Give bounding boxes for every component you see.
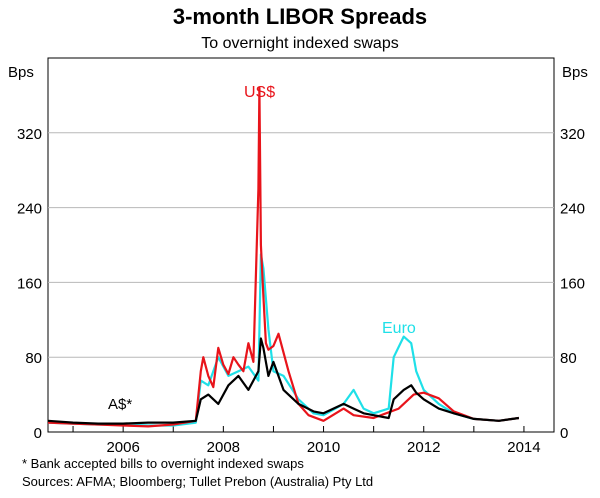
x-tick-label-2006: 2006 [106, 439, 139, 456]
y-tick-label-left: 0 [34, 425, 42, 442]
y-tick-label-left: 240 [17, 201, 42, 218]
series-line-a [47, 337, 520, 425]
annotation-aud: A$* [108, 396, 132, 413]
annotation-usd: US$ [244, 84, 275, 101]
x-tick-label-2012: 2012 [407, 439, 440, 456]
x-axis: 2006 2008 2010 2012 2014 [72, 426, 541, 456]
sources-note: Sources: AFMA; Bloomberg; Tullet Prebon … [22, 474, 374, 489]
x-tick-label-2014: 2014 [507, 439, 540, 456]
series-line-euro [47, 253, 520, 427]
y-tick-label-left: 320 [17, 126, 42, 143]
y-tick-label-right: 160 [560, 275, 585, 292]
y-tick-label-right: 320 [560, 126, 585, 143]
gridlines [48, 132, 554, 358]
y-tick-label-right: 0 [560, 425, 568, 442]
x-tick-label-2010: 2010 [307, 439, 340, 456]
plot-frame [47, 57, 555, 433]
y-tick-label-right: 240 [560, 201, 585, 218]
series-line-us [47, 86, 520, 428]
y-axis-right: 0 80 160 240 320 [560, 126, 585, 442]
y-axis-label-right: Bps [562, 64, 588, 81]
y-axis-label-left: Bps [8, 64, 34, 81]
y-tick-label-left: 80 [25, 350, 42, 367]
y-tick-label-right: 80 [560, 350, 577, 367]
chart-title: 3-month LIBOR Spreads [172, 4, 428, 29]
y-tick-label-left: 160 [17, 275, 42, 292]
x-tick-label-2008: 2008 [207, 439, 240, 456]
footnote: * Bank accepted bills to overnight index… [22, 456, 304, 471]
series-group [47, 86, 520, 428]
chart-subtitle: To overnight indexed swaps [201, 35, 399, 52]
annotation-euro: Euro [382, 320, 416, 337]
y-axis-left: 0 80 160 240 320 [17, 126, 42, 442]
